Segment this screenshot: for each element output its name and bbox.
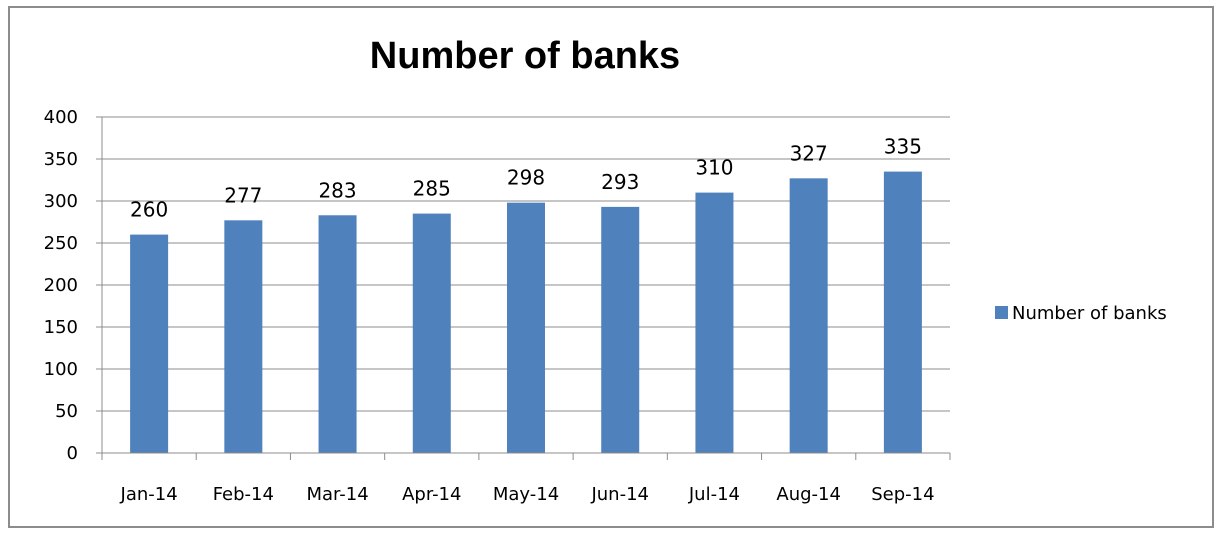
data-label: 260 xyxy=(130,198,168,222)
x-tick-label: Jan-14 xyxy=(120,484,178,505)
y-tick-label: 400 xyxy=(44,107,78,128)
y-tick-label: 350 xyxy=(44,149,78,170)
bars: 260 277 283 285 298 293 310 327 335 xyxy=(130,135,922,453)
x-tick-label: May-14 xyxy=(493,484,559,505)
bar xyxy=(130,234,169,453)
data-label: 293 xyxy=(601,170,639,194)
x-axis: Jan-14 Feb-14 Mar-14 Apr-14 May-14 Jun-14 Jul-… xyxy=(101,452,951,505)
bar xyxy=(412,213,451,453)
y-tick-label: 0 xyxy=(67,443,78,464)
bar xyxy=(601,206,640,453)
y-axis: 0 50 100 150 200 250 300 350 400 xyxy=(44,107,103,464)
legend-label: Number of banks xyxy=(1012,303,1167,324)
bar xyxy=(695,192,734,453)
y-tick-label: 200 xyxy=(44,275,78,296)
bar xyxy=(883,171,922,453)
y-tick-label: 100 xyxy=(44,359,78,380)
x-tick-label: Mar-14 xyxy=(306,484,368,505)
data-label: 335 xyxy=(884,135,922,159)
x-tick-label: Aug-14 xyxy=(776,484,841,505)
data-label: 277 xyxy=(224,183,262,207)
bar xyxy=(318,215,357,453)
legend-swatch xyxy=(995,306,1008,319)
data-label: 327 xyxy=(790,141,828,165)
data-label: 298 xyxy=(507,166,545,190)
bar xyxy=(224,220,263,453)
x-tick-label: Apr-14 xyxy=(402,484,461,505)
bar xyxy=(507,202,545,453)
chart-title: Number of banks xyxy=(370,35,680,77)
data-label: 310 xyxy=(695,156,733,180)
y-tick-label: 50 xyxy=(55,401,78,422)
x-tick-label: Feb-14 xyxy=(213,484,274,505)
bar xyxy=(789,178,828,453)
y-tick-label: 250 xyxy=(44,233,78,254)
y-tick-label: 300 xyxy=(44,191,78,212)
data-label: 283 xyxy=(318,178,356,202)
legend: Number of banks xyxy=(995,303,1167,324)
x-tick-label: Jun-14 xyxy=(590,484,649,505)
data-label: 285 xyxy=(413,177,451,201)
y-tick-label: 150 xyxy=(44,317,78,338)
x-tick-label: Jul-14 xyxy=(688,484,740,505)
x-tick-label: Sep-14 xyxy=(871,484,934,505)
